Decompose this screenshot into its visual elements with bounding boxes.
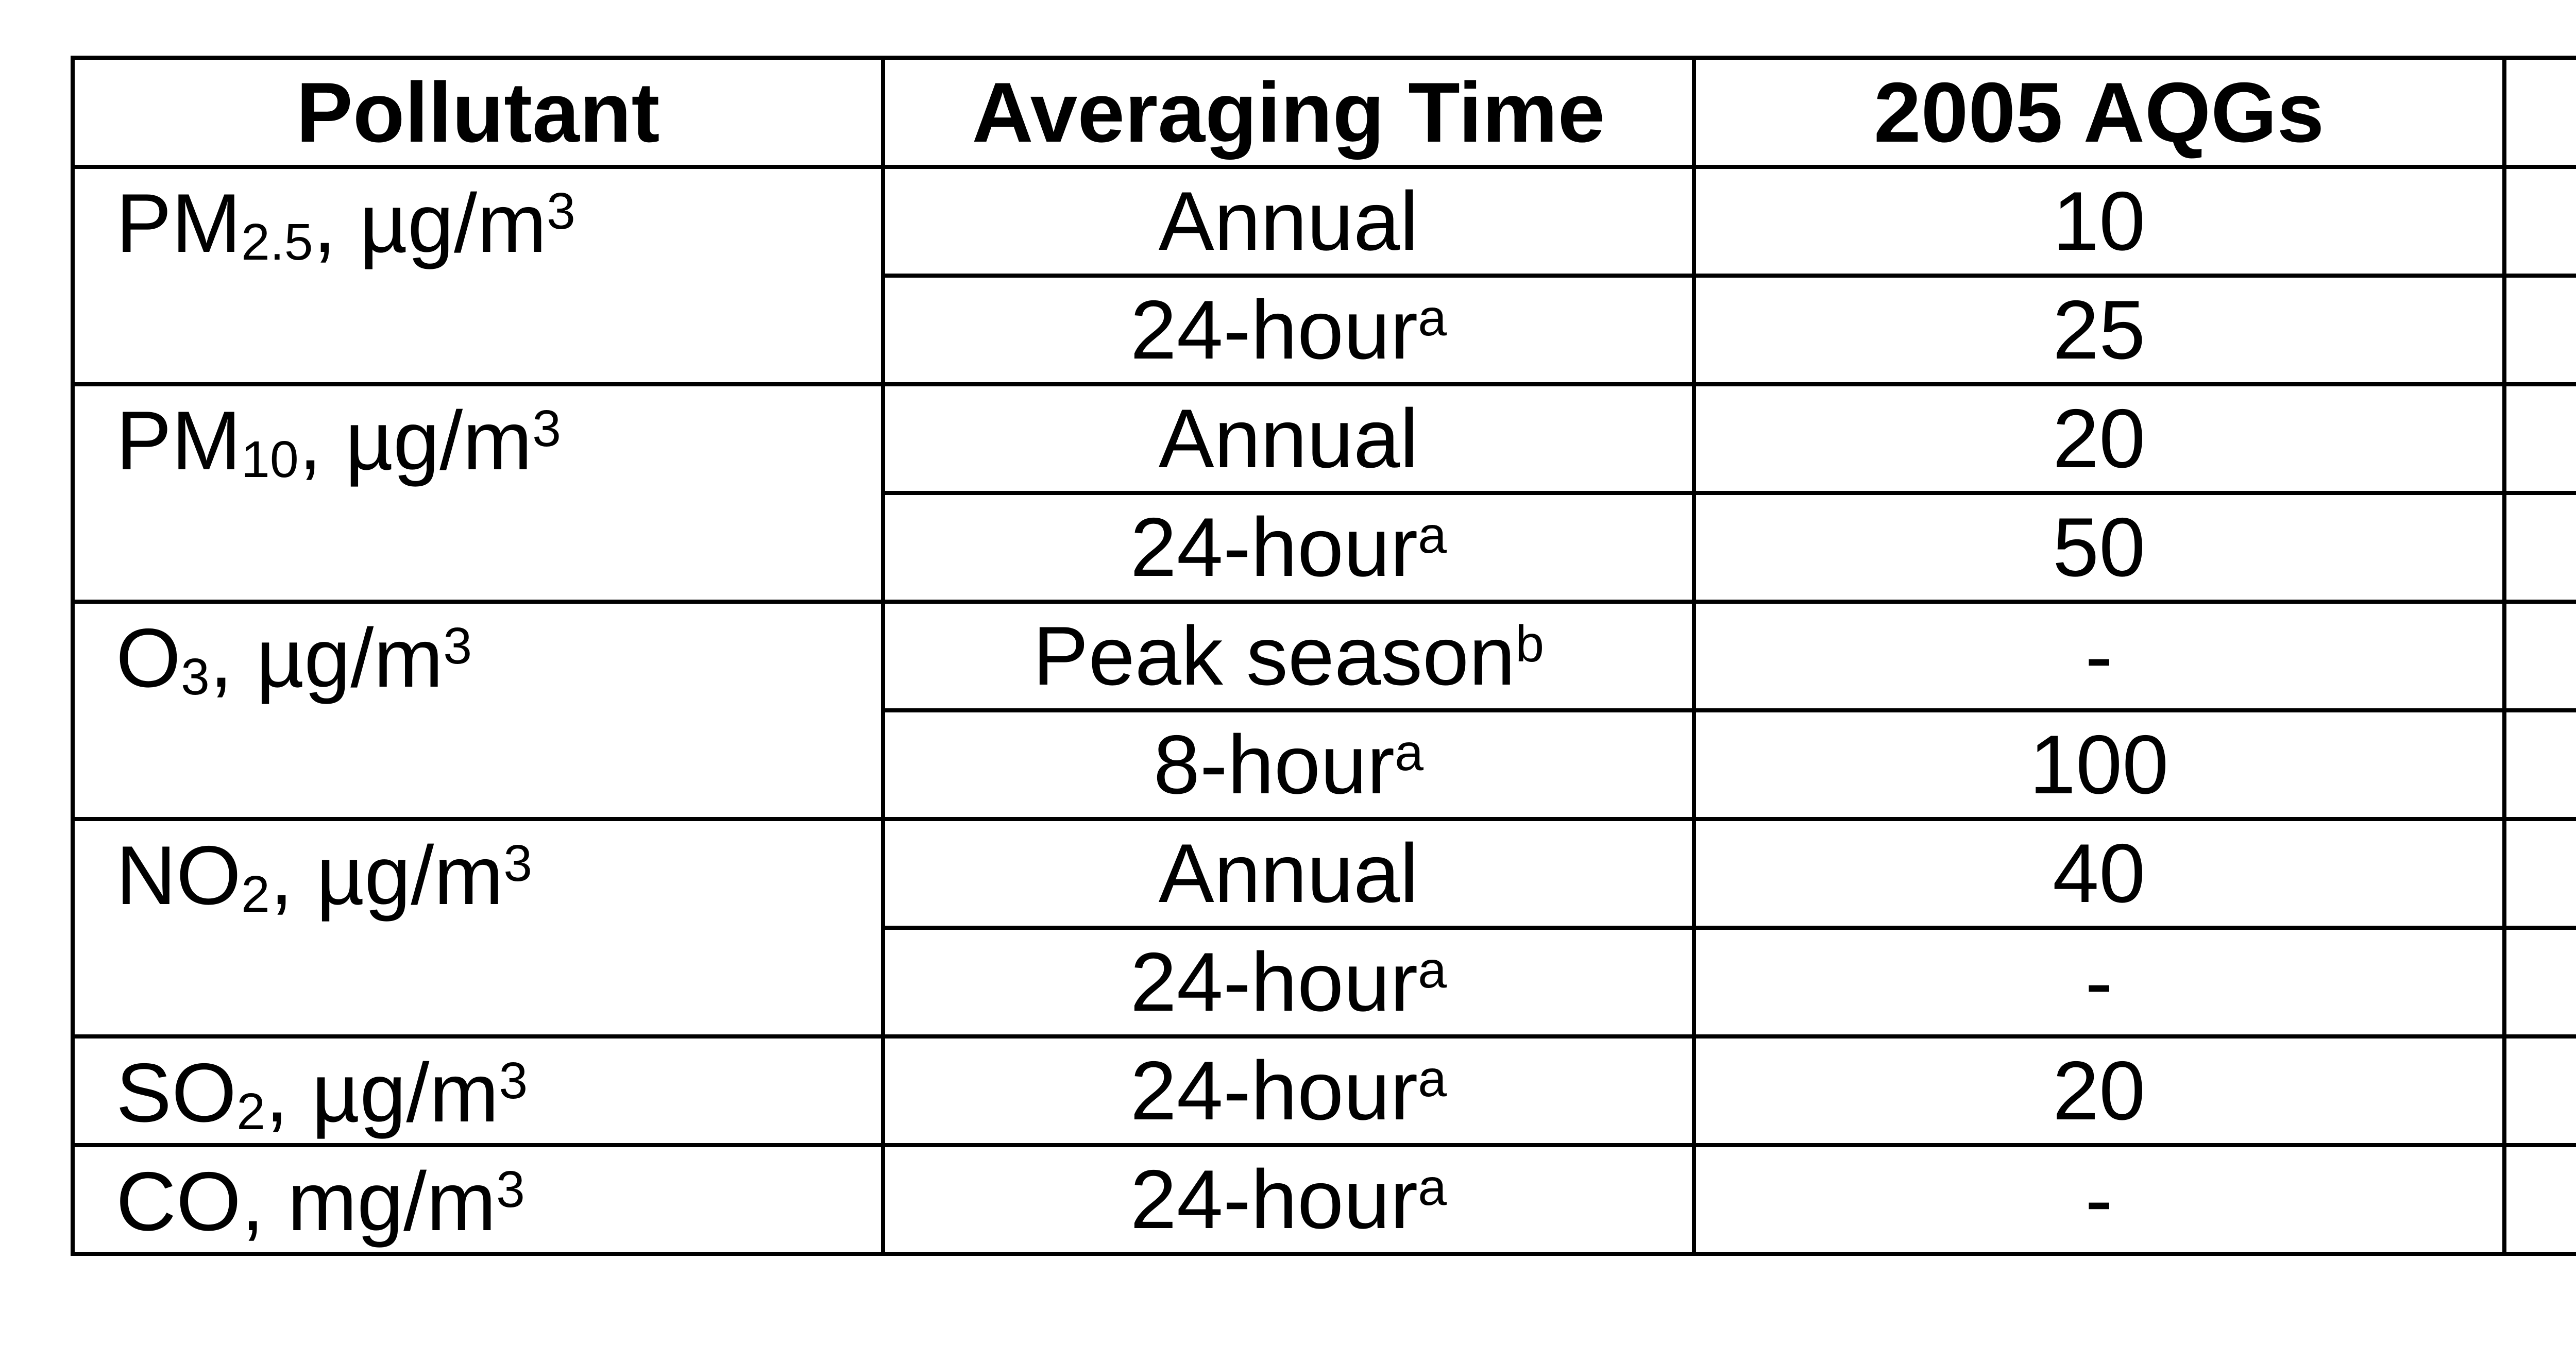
column-header-pollutant: Pollutant [70,56,886,169]
pollutant-unit: , µg/m [209,611,444,705]
aqg-2005-value: - [1691,600,2506,712]
averaging-time-cell: 24-houra [881,491,1696,604]
table-row: 24-houra 25 15 [73,274,2576,386]
pollutant-cell-so2: SO2, µg/m3 [70,1034,886,1147]
pollutant-cell-no2: NO2, µg/m3 [70,817,886,1038]
footnote-marker: a [1418,1158,1447,1216]
footnote-marker: a [1418,941,1447,999]
averaging-time-label: 24-hour [1130,500,1418,594]
aqg-2005-value: - [1691,926,2506,1038]
aqg-2021-value: 15 [2502,382,2576,495]
pollutant-unit-exponent: 3 [503,834,533,892]
aqg-2005-value: 20 [1691,1034,2506,1147]
pollutant-subscript: 2.5 [241,213,313,271]
averaging-time-cell: Annual [881,165,1696,278]
aqg-2005-value: 25 [1691,274,2506,386]
pollutant-subscript: 10 [241,431,299,489]
pollutant-unit-exponent: 3 [499,1051,528,1110]
aqg-2021-value: 60 [2502,600,2576,712]
aqg-2005-value: - [1691,1143,2506,1256]
table-row: 8-houra 100 100 [73,708,2576,821]
averaging-time-cell: 24-houra [881,926,1696,1038]
pollutant-text: PM [116,177,241,270]
aqg-comparison-table: Pollutant Averaging Time 2005 AQGs 2021 … [70,56,2576,1256]
footnote-marker: a [1418,1049,1447,1108]
column-header-averaging-time: Averaging Time [881,56,1696,169]
footnote-marker: a [1395,723,1423,781]
table-row: SO2, µg/m3 24-houra 20 40 [70,1034,2576,1147]
averaging-time-label: 24-hour [1130,283,1418,377]
averaging-time-label: Peak season [1032,609,1516,703]
aqg-2005-value: 10 [1691,165,2506,278]
averaging-time-label: 24-hour [1130,935,1418,1029]
pollutant-cell-pm25: PM2.5, µg/m3 [70,165,886,386]
table-row: 24-houra 50 45 [73,491,2576,604]
averaging-time-cell: 24-houra [881,1143,1696,1256]
averaging-time-cell: Peak seasonb [881,600,1696,712]
averaging-time-label: Annual [1158,174,1419,268]
aqg-2021-value: 25 [2502,926,2576,1038]
pollutant-cell-co: CO, mg/m3 [70,1143,886,1256]
aqg-2021-value: 15 [2502,274,2576,386]
pollutant-subscript: 2 [236,1083,265,1141]
pollutant-text: NO [116,829,241,922]
pollutant-text: O [116,611,181,705]
averaging-time-cell: Annual [881,817,1696,930]
aqg-2021-value: 40 [2502,1034,2576,1147]
table-row: PM2.5, µg/m3 Annual 10 5 [70,165,2576,386]
pollutant-unit-exponent: 3 [443,617,472,675]
aqg-2005-value: 50 [1691,491,2506,604]
footnote-marker: b [1515,615,1545,673]
aqg-2021-value: 100 [2502,708,2576,821]
footnote-marker: a [1418,288,1447,347]
table-row: CO, mg/m3 24-houra - 4 [70,1143,2576,1256]
aqg-2021-value: 45 [2502,491,2576,604]
aqg-2005-value: 20 [1691,382,2506,495]
averaging-time-cell: 24-houra [881,274,1696,386]
pollutant-subscript: 3 [181,648,210,706]
aqg-2021-value: 4 [2502,1143,2576,1256]
pollutant-unit: , µg/m [298,394,533,487]
averaging-time-label: 8-hour [1153,718,1395,811]
pollutant-unit: , µg/m [313,177,547,270]
pollutant-unit-exponent: 3 [532,399,561,457]
column-header-2021-aqgs: 2021 AQGs [2502,56,2576,169]
header-row: Pollutant Averaging Time 2005 AQGs 2021 … [70,56,2576,169]
table-row: NO2, µg/m3 Annual 40 10 [70,817,2576,1038]
footnote-marker: a [1418,506,1447,564]
averaging-time-cell: 8-houra [881,708,1696,821]
aqg-2021-value: 5 [2502,165,2576,278]
averaging-time-cell: 24-houra [881,1034,1696,1147]
pollutant-text: CO [116,1155,241,1248]
averaging-time-label: 24-hour [1130,1152,1418,1246]
table-row: 24-houra - 25 [73,926,2576,1038]
averaging-time-label: Annual [1158,391,1419,485]
averaging-time-label: Annual [1158,826,1419,920]
pollutant-subscript: 2 [241,865,270,924]
pollutant-text: SO [116,1046,237,1139]
table-row: O3, µg/m3 Peak seasonb - 60 [70,600,2576,821]
column-header-2005-aqgs: 2005 AQGs [1691,56,2506,169]
pollutant-cell-o3: O3, µg/m3 [70,600,886,821]
pollutant-text: PM [116,394,241,487]
pollutant-unit-exponent: 3 [547,182,575,240]
pollutant-unit-exponent: 3 [496,1160,525,1218]
table-row: PM10, µg/m3 Annual 20 15 [70,382,2576,604]
aqg-2021-value: 10 [2502,817,2576,930]
pollutant-unit: , mg/m [241,1155,497,1248]
averaging-time-cell: Annual [881,382,1696,495]
pollutant-cell-pm10: PM10, µg/m3 [70,382,886,604]
pollutant-unit: , µg/m [269,829,504,922]
aqg-2005-value: 100 [1691,708,2506,821]
aqg-2005-value: 40 [1691,817,2506,930]
averaging-time-label: 24-hour [1130,1044,1418,1137]
pollutant-unit: , µg/m [265,1046,499,1139]
